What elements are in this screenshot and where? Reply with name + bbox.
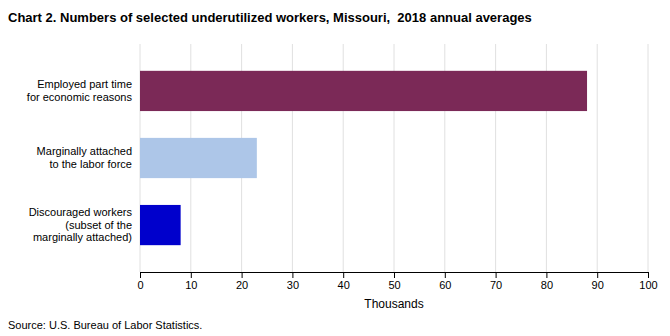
x-axis-title: Thousands xyxy=(364,297,423,311)
y-tick-label: Discouraged workers(subset of themargina… xyxy=(29,206,133,243)
x-tick: 10 xyxy=(185,272,197,291)
x-tick-label: 10 xyxy=(185,279,197,291)
grid xyxy=(140,44,648,272)
x-tick-mark xyxy=(242,272,243,278)
x-tick-mark xyxy=(496,272,497,278)
x-tick-mark xyxy=(546,272,547,278)
plot: 0 10 20 30 40 50 60 70 80 90 100 Discouraged worker… xyxy=(27,44,658,291)
x-tick-label: 0 xyxy=(137,279,143,291)
x-tick-label: 20 xyxy=(236,279,248,291)
x-tick-label: 100 xyxy=(639,279,657,291)
x-tick: 20 xyxy=(236,272,248,291)
x-tick: 0 xyxy=(137,272,143,291)
x-tick: 100 xyxy=(639,272,657,291)
x-tick-label: 80 xyxy=(541,279,553,291)
y-tick-label: Marginally attachedto the labor force xyxy=(37,145,132,170)
x-tick: 90 xyxy=(592,272,604,291)
bars xyxy=(140,71,587,245)
title: Chart 2. Numbers of selected underutiliz… xyxy=(8,10,532,25)
x-tick: 30 xyxy=(287,272,299,291)
x-tick-mark xyxy=(597,272,598,278)
chart: 0 10 20 30 40 50 60 70 80 90 100 Discouraged worker… xyxy=(0,0,670,336)
x-tick-label: 40 xyxy=(338,279,350,291)
grid-line xyxy=(597,44,598,272)
x-tick: 60 xyxy=(439,272,451,291)
x-tick-label: 50 xyxy=(388,279,400,291)
x-tick-label: 90 xyxy=(592,279,604,291)
x-tick: 50 xyxy=(388,272,400,291)
x-tick-mark xyxy=(648,272,649,278)
bar xyxy=(140,205,181,245)
y-tick: Discouraged workers(subset of themargina… xyxy=(29,206,140,243)
chart-container: 0 10 20 30 40 50 60 70 80 90 100 Discouraged worker… xyxy=(0,0,670,336)
y-tick-label: Employed part timefor economic reasons xyxy=(27,78,133,103)
x-axis: 0 10 20 30 40 50 60 70 80 90 100 xyxy=(137,272,657,291)
x-tick: 40 xyxy=(338,272,350,291)
x-tick: 70 xyxy=(490,272,502,291)
bar xyxy=(140,71,587,111)
y-tick: Employed part timefor economic reasons xyxy=(27,78,140,103)
x-tick-label: 70 xyxy=(490,279,502,291)
grid-line xyxy=(648,44,649,272)
x-tick-label: 60 xyxy=(439,279,451,291)
x-tick-mark xyxy=(191,272,192,278)
y-axis: Discouraged workers(subset of themargina… xyxy=(27,78,140,243)
x-tick-mark xyxy=(343,272,344,278)
x-tick-mark xyxy=(445,272,446,278)
x-tick-label: 30 xyxy=(287,279,299,291)
x-tick-mark xyxy=(394,272,395,278)
x-tick-mark xyxy=(292,272,293,278)
source: Source: U.S. Bureau of Labor Statistics. xyxy=(8,319,202,331)
x-axis-line xyxy=(141,273,649,279)
bar xyxy=(140,138,257,178)
x-tick: 80 xyxy=(541,272,553,291)
x-tick-mark xyxy=(140,272,141,278)
y-tick: Marginally attachedto the labor force xyxy=(37,145,140,170)
